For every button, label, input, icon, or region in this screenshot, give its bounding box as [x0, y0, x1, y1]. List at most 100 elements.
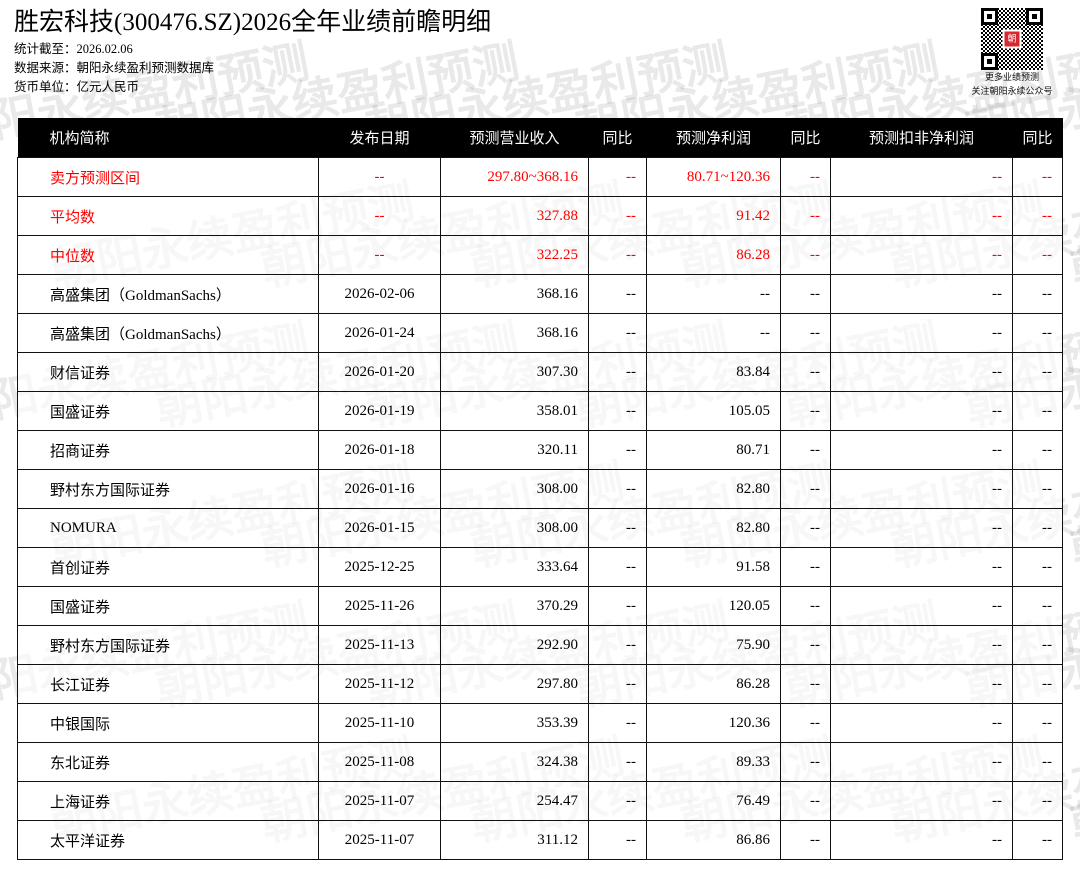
cell-value-col-4: 91.42 — [646, 196, 781, 236]
column-header-publish-date: 发布日期 — [318, 118, 441, 158]
table-row[interactable]: 首创证券 2025-12-25 333.64 -- 91.58 -- -- -- — [17, 547, 1063, 587]
watermark-text: 朝阳永续盈利预测 — [1066, 729, 1080, 851]
cell-value-col-7: -- — [1012, 196, 1063, 236]
cell-value-col-4: 120.36 — [646, 703, 781, 743]
table-row[interactable]: 野村东方国际证券 2026-01-16 308.00 -- 82.80 -- -- -- — [17, 469, 1063, 509]
cell-value-col-6: -- — [830, 391, 1013, 431]
column-header-net-profit-yoy: 同比 — [780, 118, 831, 158]
cell-value-col-5: -- — [780, 352, 831, 392]
cell-value-col-6: -- — [830, 313, 1013, 353]
cell-value-col-2: 307.30 — [440, 352, 589, 392]
cell-value-col-1: 2025-11-26 — [318, 586, 441, 626]
cell-value-col-5: -- — [780, 586, 831, 626]
cell-value-col-1: 2025-11-12 — [318, 664, 441, 704]
cell-institution: 国盛证券 — [17, 391, 319, 431]
cell-value-col-4: 86.86 — [646, 820, 781, 860]
qr-caption-primary: 更多业绩预测 — [984, 72, 1039, 82]
table-row[interactable]: 高盛集团（GoldmanSachs） 2026-02-06 368.16 -- -- --… — [17, 274, 1063, 314]
cell-value-col-3: -- — [588, 313, 647, 353]
cell-value-col-5: -- — [780, 430, 831, 470]
cell-value-col-5: -- — [780, 274, 831, 314]
table-row[interactable]: 中银国际 2025-11-10 353.39 -- 120.36 -- -- -- — [17, 703, 1063, 743]
cell-value-col-1: 2026-01-24 — [318, 313, 441, 353]
table-header-row: 机构简称 发布日期 预测营业收入 同比 预测净利润 同比 预测扣非净利润 同比 — [17, 118, 1063, 158]
cell-value-col-2: 320.11 — [440, 430, 589, 470]
cell-institution: 长江证券 — [17, 664, 319, 704]
cell-value-col-3: -- — [588, 820, 647, 860]
cell-institution: 中银国际 — [17, 703, 319, 743]
cell-value-col-4: -- — [646, 313, 781, 353]
cell-value-col-1: 2025-11-07 — [318, 820, 441, 860]
table-row[interactable]: NOMURA 2026-01-15 308.00 -- 82.80 -- -- -- — [17, 508, 1063, 548]
cell-value-col-6: -- — [830, 703, 1013, 743]
cell-value-col-5: -- — [780, 508, 831, 548]
cell-value-col-2: 308.00 — [440, 508, 589, 548]
cell-value-col-6: -- — [830, 469, 1013, 509]
table-row[interactable]: 国盛证券 2026-01-19 358.01 -- 105.05 -- -- -- — [17, 391, 1063, 431]
cell-value-col-4: 86.28 — [646, 235, 781, 275]
cell-value-col-6: -- — [830, 820, 1013, 860]
document-header: 胜宏科技(300476.SZ)2026全年业绩前瞻明细 统计截至：2026.02… — [14, 6, 491, 97]
page-title: 胜宏科技(300476.SZ)2026全年业绩前瞻明细 — [14, 9, 492, 36]
table-row[interactable]: 招商证券 2026-01-18 320.11 -- 80.71 -- -- -- — [17, 430, 1063, 470]
qr-finder-bottom-left-icon — [981, 53, 998, 70]
cell-institution: NOMURA — [17, 508, 319, 548]
cell-value-col-6: -- — [830, 196, 1013, 236]
cell-value-col-4: 89.33 — [646, 742, 781, 782]
cell-value-col-3: -- — [588, 703, 647, 743]
cell-value-col-3: -- — [588, 664, 647, 704]
qr-center-logo-icon: 朝 — [1002, 29, 1022, 49]
table-row[interactable]: 国盛证券 2025-11-26 370.29 -- 120.05 -- -- -- — [17, 586, 1063, 626]
cell-value-col-6: -- — [830, 508, 1013, 548]
table-row[interactable]: 野村东方国际证券 2025-11-13 292.90 -- 75.90 -- -- -- — [17, 625, 1063, 665]
cell-value-col-4: 91.58 — [646, 547, 781, 587]
cell-value-col-4: 76.49 — [646, 781, 781, 821]
cell-value-col-2: 358.01 — [440, 391, 589, 431]
cell-value-col-3: -- — [588, 469, 647, 509]
cell-value-col-3: -- — [588, 235, 647, 275]
forecast-table-body: 卖方预测区间 -- 297.80~368.16 -- 80.71~120.36 -- -- -… — [17, 157, 1063, 860]
cell-value-col-3: -- — [588, 430, 647, 470]
table-row[interactable]: 中位数 -- 322.25 -- 86.28 -- -- -- — [17, 235, 1063, 275]
cell-value-col-6: -- — [830, 664, 1013, 704]
cell-value-col-3: -- — [588, 742, 647, 782]
cell-value-col-2: 324.38 — [440, 742, 589, 782]
cell-value-col-4: 82.80 — [646, 508, 781, 548]
column-header-institution: 机构简称 — [17, 118, 319, 158]
qr-finder-top-right-icon — [1026, 8, 1043, 25]
cell-value-col-7: -- — [1012, 391, 1063, 431]
cell-value-col-4: 83.84 — [646, 352, 781, 392]
table-row[interactable]: 平均数 -- 327.88 -- 91.42 -- -- -- — [17, 196, 1063, 236]
meta-line-currency-unit: 货币单位：亿元人民币 — [14, 80, 140, 94]
table-row[interactable]: 太平洋证券 2025-11-07 311.12 -- 86.86 -- -- -- — [17, 820, 1063, 860]
cell-value-col-2: 297.80 — [440, 664, 589, 704]
cell-institution: 首创证券 — [17, 547, 319, 587]
cell-value-col-3: -- — [588, 547, 647, 587]
cell-value-col-6: -- — [830, 586, 1013, 626]
cell-value-col-2: 297.80~368.16 — [440, 157, 589, 197]
cell-value-col-6: -- — [830, 235, 1013, 275]
cell-value-col-1: 2025-12-25 — [318, 547, 441, 587]
qr-caption-secondary: 关注朝阳永续公众号 — [971, 86, 1053, 96]
cell-value-col-7: -- — [1012, 625, 1063, 665]
table-row[interactable]: 上海证券 2025-11-07 254.47 -- 76.49 -- -- -- — [17, 781, 1063, 821]
qr-code-icon[interactable]: 朝 — [981, 8, 1043, 70]
cell-institution: 上海证券 — [17, 781, 319, 821]
table-row[interactable]: 财信证券 2026-01-20 307.30 -- 83.84 -- -- -- — [17, 352, 1063, 392]
cell-value-col-5: -- — [780, 313, 831, 353]
table-row[interactable]: 东北证券 2025-11-08 324.38 -- 89.33 -- -- -- — [17, 742, 1063, 782]
table-row[interactable]: 长江证券 2025-11-12 297.80 -- 86.28 -- -- -- — [17, 664, 1063, 704]
cell-institution: 财信证券 — [17, 352, 319, 392]
table-row[interactable]: 高盛集团（GoldmanSachs） 2026-01-24 368.16 -- -- --… — [17, 313, 1063, 353]
cell-value-col-2: 254.47 — [440, 781, 589, 821]
cell-value-col-1: 2026-02-06 — [318, 274, 441, 314]
cell-value-col-1: 2026-01-20 — [318, 352, 441, 392]
cell-value-col-2: 322.25 — [440, 235, 589, 275]
table-row[interactable]: 卖方预测区间 -- 297.80~368.16 -- 80.71~120.36 -- -- -… — [17, 157, 1063, 197]
cell-value-col-1: 2025-11-13 — [318, 625, 441, 665]
cell-value-col-2: 308.00 — [440, 469, 589, 509]
cell-value-col-4: 75.90 — [646, 625, 781, 665]
cell-value-col-5: -- — [780, 820, 831, 860]
cell-value-col-6: -- — [830, 781, 1013, 821]
cell-value-col-2: 292.90 — [440, 625, 589, 665]
